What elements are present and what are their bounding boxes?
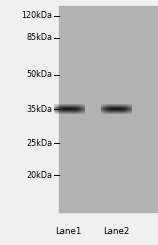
Text: Lane2: Lane2 [103, 227, 129, 236]
Text: 50kDa: 50kDa [26, 70, 52, 79]
Text: 85kDa: 85kDa [26, 34, 52, 42]
Text: 25kDa: 25kDa [26, 139, 52, 148]
Text: 20kDa: 20kDa [26, 171, 52, 180]
Bar [59, 6, 157, 212]
Text: Lane1: Lane1 [56, 227, 82, 236]
Text: 120kDa: 120kDa [21, 12, 52, 20]
Text: 35kDa: 35kDa [26, 105, 52, 113]
